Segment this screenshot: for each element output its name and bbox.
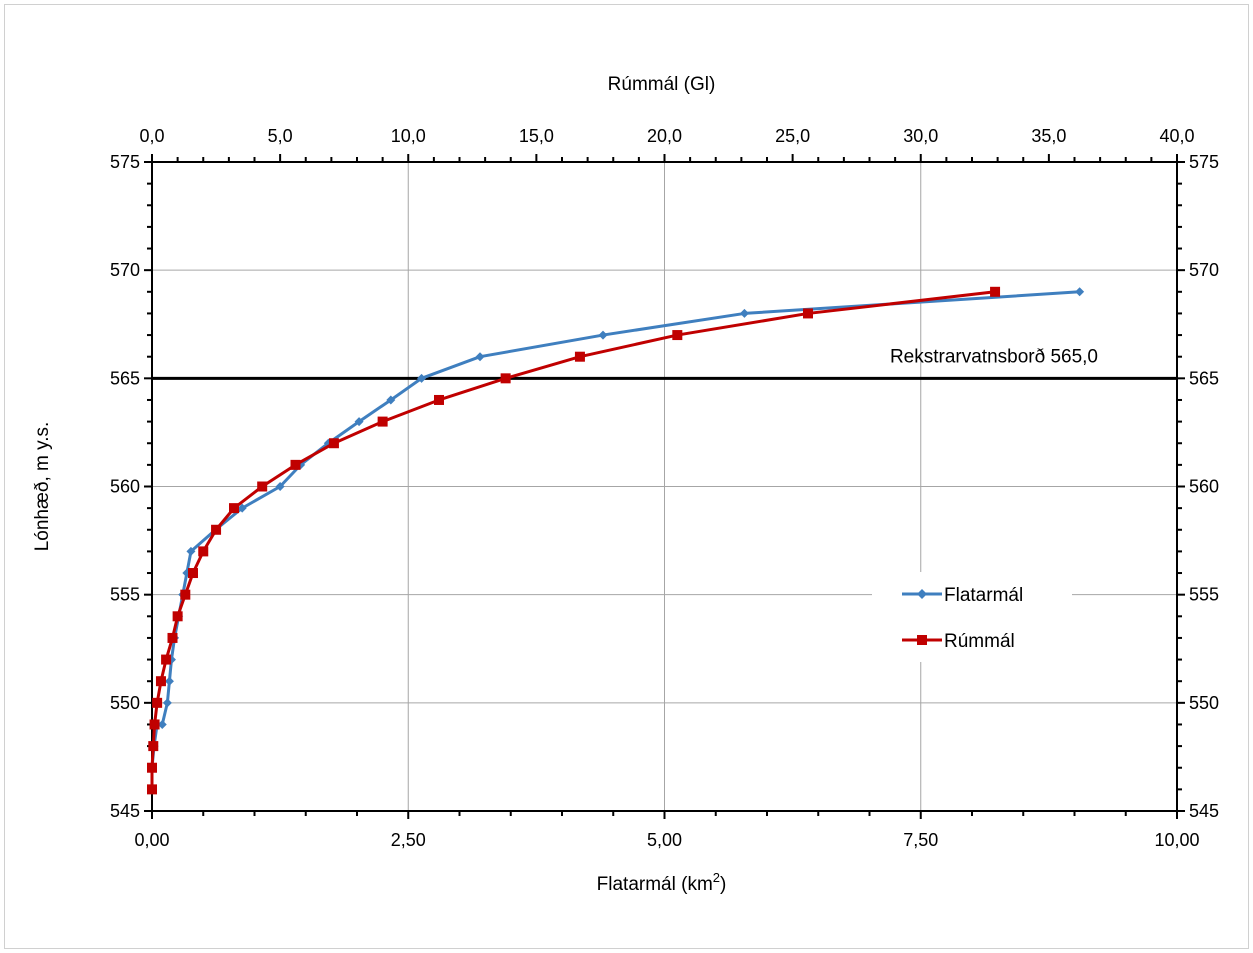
x-top-tick-label: 35,0 — [1031, 126, 1066, 146]
legend-background — [872, 572, 1072, 662]
data-point-rummal — [803, 308, 813, 319]
legend-label-rummal: Rúmmál — [944, 631, 1015, 652]
x-bottom-tick-label: 5,00 — [647, 830, 682, 850]
legend-marker-flatarmal — [917, 589, 927, 599]
data-point-flatarmal — [275, 482, 285, 491]
series-line-rummal — [150, 290, 996, 790]
x-top-tick-label: 40,0 — [1159, 126, 1194, 146]
data-point-rummal — [328, 438, 339, 449]
data-point-flatarmal — [186, 546, 196, 556]
data-point-rummal — [148, 741, 159, 752]
x-axis-bottom-title-main: Flatarmál (km — [597, 874, 713, 895]
data-point-rummal — [155, 676, 166, 687]
x-bottom-tick-label: 7,50 — [903, 830, 938, 850]
y-tick-label: 570 — [110, 260, 140, 280]
legend: Flatarmál Rúmmál — [872, 572, 1072, 662]
data-point-flatarmal — [1075, 287, 1085, 297]
data-point-rummal — [161, 654, 172, 665]
data-point-rummal — [172, 611, 183, 622]
x-bottom-tick-label: 2,50 — [391, 830, 426, 850]
y-tick-label: 565 — [110, 368, 140, 388]
data-point-flatarmal — [386, 395, 396, 405]
data-point-rummal — [500, 373, 511, 384]
data-point-rummal — [180, 589, 191, 600]
data-point-flatarmal — [475, 352, 485, 362]
data-point-rummal — [257, 481, 268, 492]
x-top-tick-label: 0,0 — [139, 126, 164, 146]
y-right-tick-label: 545 — [1189, 801, 1219, 821]
y-right-tick-label: 555 — [1189, 585, 1219, 605]
data-point-rummal — [188, 568, 198, 579]
x-axis-top-title: Rúmmál (Gl) — [608, 74, 716, 95]
data-point-rummal — [167, 632, 178, 643]
tick-labels: 545 550 555 560 565 570 575 545 550 555 560 565 570 5… — [110, 126, 1219, 850]
data-point-rummal — [147, 762, 157, 773]
data-point-flatarmal — [417, 373, 427, 383]
y-tick-label: 560 — [110, 477, 140, 497]
y-tick-label: 575 — [110, 152, 140, 172]
y-tick-label: 550 — [110, 693, 140, 713]
data-point-flatarmal — [598, 330, 608, 340]
x-top-tick-label: 20,0 — [647, 126, 682, 146]
data-point-rummal — [147, 784, 157, 795]
x-top-tick-label: 30,0 — [903, 126, 938, 146]
data-point-rummal — [211, 524, 222, 535]
data-point-rummal — [672, 330, 683, 341]
data-point-rummal — [990, 286, 1001, 297]
y-right-tick-label: 565 — [1189, 368, 1219, 388]
data-point-flatarmal — [157, 719, 167, 729]
data-point-rummal — [290, 459, 301, 470]
x-top-tick-label: 25,0 — [775, 126, 810, 146]
y-tick-label: 545 — [110, 801, 140, 821]
data-point-rummal — [574, 351, 585, 362]
data-point-flatarmal — [739, 308, 749, 318]
data-point-flatarmal — [162, 698, 172, 708]
x-bottom-tick-label: 0,00 — [134, 830, 169, 850]
x-axis-bottom-title-sup: 2 — [713, 870, 720, 885]
series-group — [147, 286, 1085, 795]
x-top-tick-label: 10,0 — [391, 126, 426, 146]
data-point-rummal — [198, 546, 209, 557]
x-bottom-tick-label: 10,00 — [1154, 830, 1199, 850]
data-point-rummal — [434, 394, 444, 405]
y-tick-label: 555 — [110, 585, 140, 605]
grid-lines — [152, 162, 1177, 811]
x-axis-bottom-title-end: ) — [720, 874, 726, 895]
data-point-rummal — [377, 416, 388, 427]
x-top-tick-label: 15,0 — [519, 126, 554, 146]
data-point-rummal — [152, 697, 163, 708]
x-top-tick-label: 5,0 — [268, 126, 293, 146]
y-right-tick-label: 570 — [1189, 260, 1219, 280]
y-right-tick-label: 560 — [1189, 477, 1219, 497]
x-axis-bottom-title: Flatarmál (km2) — [597, 870, 727, 895]
data-point-flatarmal — [237, 503, 247, 513]
data-point-flatarmal — [354, 417, 364, 427]
y-axis-title: Lónhæð, m y.s. — [32, 422, 53, 552]
data-point-rummal — [149, 719, 160, 730]
axis-ticks — [144, 154, 1185, 819]
y-right-tick-label: 550 — [1189, 693, 1219, 713]
y-right-tick-label: 575 — [1189, 152, 1219, 172]
legend-label-flatarmal: Flatarmál — [944, 585, 1023, 606]
data-point-flatarmal — [164, 676, 174, 686]
data-point-rummal — [229, 503, 239, 514]
legend-marker-rummal — [917, 635, 927, 645]
reference-line-label: Rekstrarvatnsborð 565,0 — [890, 346, 1098, 367]
